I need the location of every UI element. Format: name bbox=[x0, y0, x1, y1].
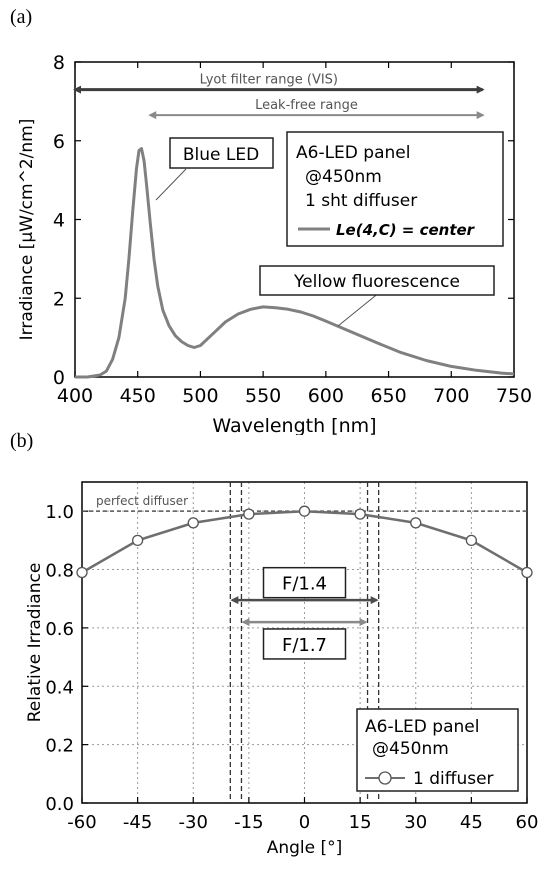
range-arrow-head-right bbox=[476, 85, 485, 94]
y-tick-label: 2 bbox=[53, 288, 65, 310]
y-tick-label: 0.6 bbox=[45, 619, 74, 640]
legend-text: @450nm bbox=[305, 167, 382, 187]
x-tick-label: 450 bbox=[120, 385, 156, 407]
series-point bbox=[465, 534, 478, 547]
y-tick-label: 4 bbox=[53, 210, 65, 232]
range-arrow-head-left bbox=[73, 85, 81, 94]
x-tick-label: 60 bbox=[516, 812, 539, 833]
range-label: Leak-free range bbox=[255, 98, 358, 113]
x-tick-label: 600 bbox=[308, 385, 344, 407]
y-axis-label: Irradiance [µW/cm^2/nm] bbox=[17, 119, 37, 341]
panel-b-label: (b) bbox=[10, 430, 34, 452]
panel-a-label: (a) bbox=[10, 6, 33, 28]
x-tick-label: -30 bbox=[179, 812, 208, 833]
series-point bbox=[410, 517, 422, 529]
x-tick-label: 0 bbox=[299, 812, 310, 833]
aperture-label: F/1.7 bbox=[282, 635, 327, 656]
chart-b: -60 -45 -30 -15 0 15 30 45 60 0.0 0.2 0.4 0.6 0.8 1.0 A… bbox=[25, 481, 539, 858]
aperture-arrow-head-left bbox=[230, 596, 239, 605]
x-axis-label: Wavelength [nm] bbox=[212, 415, 376, 435]
range-arrow-head-right bbox=[476, 111, 485, 120]
series-point bbox=[187, 517, 199, 529]
x-tick-label: 750 bbox=[496, 385, 532, 407]
yellow-leader bbox=[337, 291, 381, 327]
y-tick-label: 0.8 bbox=[45, 561, 74, 582]
aperture-label: F/1.4 bbox=[282, 574, 327, 595]
aperture-box bbox=[262, 628, 347, 660]
x-tick-label: -15 bbox=[234, 812, 263, 833]
y-tick-label: 0.4 bbox=[45, 677, 74, 698]
x-tick-label: 700 bbox=[433, 385, 469, 407]
x-tick-label: 650 bbox=[370, 385, 406, 407]
series-point bbox=[243, 508, 255, 520]
legend-box bbox=[286, 131, 504, 247]
x-tick-label: 550 bbox=[245, 385, 281, 407]
aperture-arrow-head-left bbox=[241, 618, 250, 627]
legend-text: 1 sht diffuser bbox=[305, 191, 417, 211]
blue-led-label: Blue LED bbox=[183, 145, 259, 165]
range-label: Lyot filter range (VIS) bbox=[200, 73, 338, 88]
y-axis-label: Relative Irradiance bbox=[25, 563, 45, 723]
x-tick-label: -60 bbox=[67, 812, 96, 833]
legend-series-label: 1 diffuser bbox=[413, 769, 494, 789]
legend-swatch-marker bbox=[378, 771, 392, 785]
legend-series-label: Le(4,C) = center bbox=[336, 221, 476, 239]
x-tick-label: 500 bbox=[182, 385, 218, 407]
y-tick-label: 6 bbox=[53, 131, 65, 153]
yellow-box bbox=[259, 265, 495, 296]
y-tick-label: 0.2 bbox=[45, 736, 74, 757]
blue-led-box bbox=[169, 137, 274, 169]
chart-a: 400 450 500 550 600 650 700 750 0 2 4 6 8 Wavelength … bbox=[17, 52, 532, 435]
series-point bbox=[131, 534, 144, 547]
range-arrow-head-left bbox=[148, 111, 157, 120]
series-point bbox=[298, 505, 311, 517]
series-point bbox=[521, 566, 533, 579]
y-tick-label: 0 bbox=[53, 367, 65, 389]
reference-label: perfect diffuser bbox=[96, 494, 188, 508]
blue-led-leader bbox=[155, 168, 187, 201]
x-axis-label: Angle [°] bbox=[267, 838, 343, 858]
yellow-label: Yellow fluorescence bbox=[293, 272, 460, 292]
x-tick-label: 45 bbox=[460, 812, 483, 833]
aperture-arrow-head-right bbox=[370, 596, 379, 605]
x-tick-label: -45 bbox=[123, 812, 152, 833]
series-point bbox=[354, 508, 366, 520]
legend-text: A6-LED panel bbox=[296, 143, 410, 163]
series-line bbox=[75, 147, 515, 379]
y-tick-label: 1.0 bbox=[45, 502, 74, 523]
legend-text: @450nm bbox=[372, 739, 449, 759]
aperture-box bbox=[262, 566, 347, 599]
y-tick-label: 8 bbox=[53, 52, 65, 74]
aperture-arrow-head-right bbox=[359, 618, 368, 627]
y-tick-label: 0.0 bbox=[45, 794, 74, 815]
x-tick-label: 30 bbox=[404, 812, 427, 833]
series-point bbox=[76, 566, 88, 579]
x-tick-label: 15 bbox=[349, 812, 372, 833]
x-tick-label: 400 bbox=[57, 385, 93, 407]
legend-text: A6-LED panel bbox=[365, 717, 479, 737]
